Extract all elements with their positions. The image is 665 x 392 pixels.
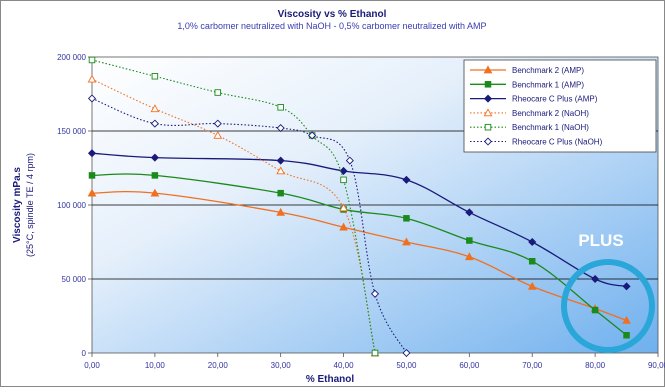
x-tick-label: 40,00 — [334, 361, 355, 370]
data-point — [213, 130, 223, 139]
data-point — [276, 124, 285, 133]
data-point — [339, 203, 348, 212]
data-point — [87, 149, 97, 158]
data-point — [340, 176, 347, 184]
data-point — [591, 306, 599, 314]
legend-marker — [483, 65, 493, 74]
legend-entry: Benchmark 1 (AMP) — [512, 80, 584, 89]
data-point — [276, 156, 285, 165]
data-point — [371, 349, 379, 357]
legend-entry: Benchmark 1 (NaOH) — [512, 123, 589, 132]
data-point — [370, 289, 380, 298]
data-point — [528, 257, 536, 265]
data-point — [277, 189, 284, 197]
data-point — [466, 237, 473, 244]
plus-annotation: PLUS — [561, 231, 655, 353]
legend: Benchmark 2 (AMP) Benchmark 1 (AMP) Rheoca… — [463, 59, 657, 153]
x-axis-label: % Ethanol — [306, 374, 355, 385]
data-point — [214, 89, 222, 96]
y-tick-label: 0 — [82, 349, 87, 358]
x-tick-label: 70,00 — [522, 361, 543, 370]
data-point — [150, 188, 160, 197]
data-point — [403, 215, 410, 222]
legend-marker — [484, 81, 492, 88]
legend-box — [463, 59, 657, 153]
series-line — [91, 173, 627, 336]
series-rheocare-c-plus-amp — [87, 149, 631, 291]
data-point — [527, 281, 537, 290]
data-point — [150, 119, 159, 128]
x-tick-label: 60,00 — [459, 361, 480, 370]
data-point — [465, 208, 474, 217]
data-point — [464, 252, 474, 261]
chart-subtitle: 1,0% carbomer neutralized with NaOH - 0,… — [177, 21, 486, 31]
data-point — [150, 104, 160, 113]
y-tick-label: 100 000 — [57, 201, 86, 210]
series-rheocare-c-plus-naoh — [87, 94, 411, 358]
data-point — [339, 166, 348, 175]
legend-marker — [483, 94, 493, 103]
data-point — [622, 282, 631, 291]
legend-entry: Benchmark 2 (NaOH) — [512, 109, 589, 118]
y-tick-label: 200 000 — [57, 53, 86, 62]
legend-marker — [484, 123, 492, 131]
data-point — [277, 104, 284, 111]
legend-marker — [483, 137, 493, 146]
series-line — [91, 97, 407, 354]
legend-entry: Rheocare C Plus (AMP) — [512, 95, 598, 104]
y-axis-label: Viscosity mPa.s — [12, 167, 23, 243]
data-point — [528, 237, 537, 247]
chart-title: Viscosity vs % Ethanol — [278, 9, 387, 20]
series-line — [91, 78, 376, 354]
data-point — [88, 172, 96, 179]
x-tick-label: 30,00 — [271, 361, 292, 370]
y-axis-sublabel: (25°C, spindle TE / 4 rpm) — [25, 153, 35, 257]
series-line — [91, 152, 627, 288]
data-point — [276, 207, 286, 216]
x-tick-label: 0,00 — [84, 361, 100, 370]
plus-ring — [561, 259, 655, 353]
axes: 0 50 000 100 000 150 000 200 000 0,00 10,00 20,… — [57, 53, 665, 370]
data-point — [591, 274, 600, 284]
data-point — [308, 131, 317, 140]
x-tick-label: 20,00 — [208, 361, 229, 370]
data-point — [87, 74, 97, 83]
data-point — [623, 331, 630, 339]
data-point — [151, 172, 159, 179]
x-tick-label: 10,00 — [145, 361, 166, 370]
x-tick-label: 80,00 — [585, 361, 606, 370]
y-tick-label: 150 000 — [57, 127, 86, 136]
data-point — [339, 222, 348, 231]
data-point — [345, 156, 354, 165]
data-point — [622, 315, 631, 324]
data-point — [151, 72, 159, 80]
data-point — [402, 175, 411, 184]
data-point — [87, 188, 97, 197]
series-layer — [87, 56, 631, 358]
legend-entry: Benchmark 2 (AMP) — [512, 66, 584, 75]
data-point — [276, 166, 286, 175]
data-point — [150, 153, 159, 162]
legend-marker — [483, 108, 493, 117]
data-point — [87, 94, 97, 103]
y-tick-label: 50 000 — [62, 275, 87, 284]
legend-entry: Rheocare C Plus (NaOH) — [512, 138, 603, 147]
data-point — [213, 119, 222, 128]
x-tick-label: 90,00 — [648, 361, 665, 370]
data-point — [402, 348, 411, 358]
series-line — [91, 190, 627, 322]
x-tick-label: 50,00 — [396, 361, 417, 370]
plus-label: PLUS — [578, 231, 623, 250]
data-point — [402, 237, 411, 246]
data-point — [88, 56, 96, 64]
